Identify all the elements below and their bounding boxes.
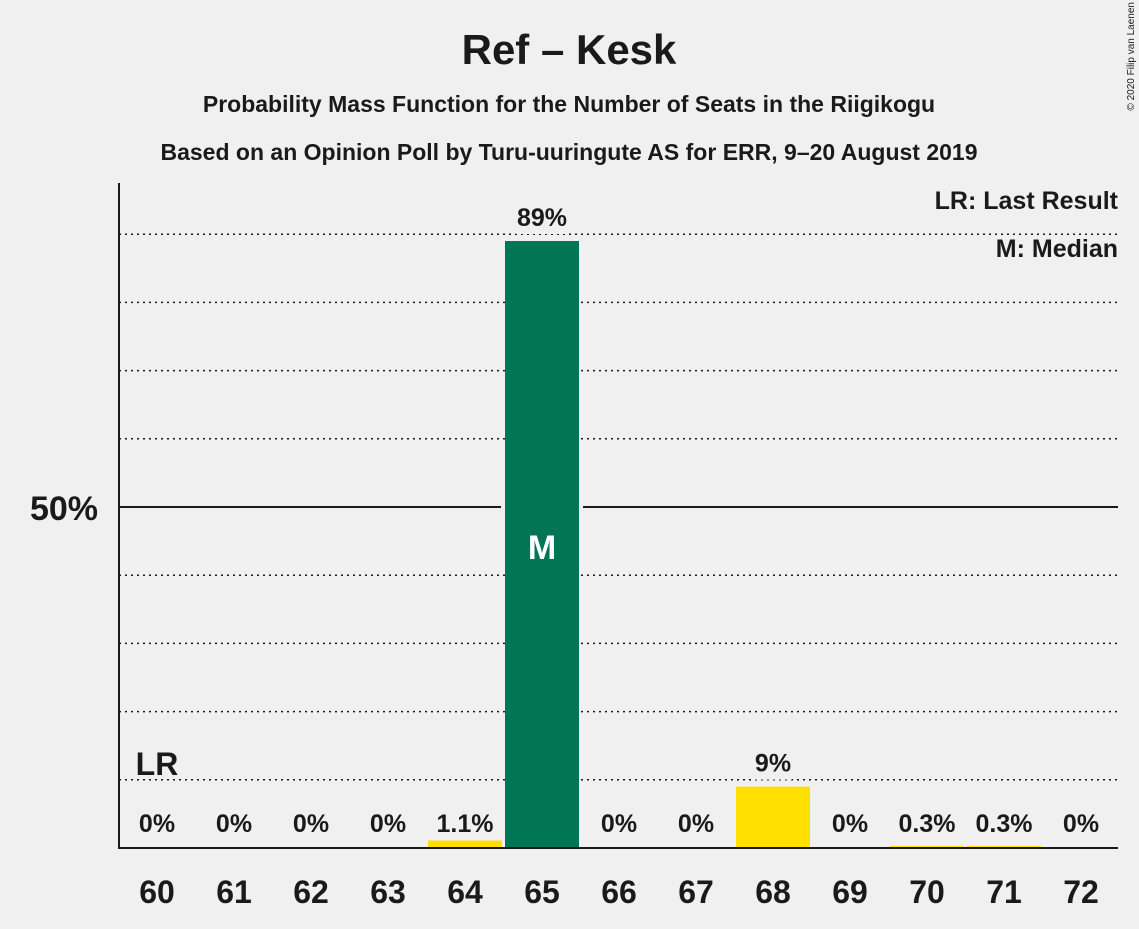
legend-median: M: Median (996, 235, 1118, 263)
legend-last-result: LR: Last Result (935, 187, 1119, 215)
median-gridline-gap (501, 504, 505, 510)
y-axis-tick-label: 50% (30, 490, 98, 528)
bar-seats-71 (967, 845, 1041, 848)
x-tick-label: 69 (832, 874, 868, 910)
bar-seats-65 (505, 241, 579, 848)
value-label: 0% (216, 810, 252, 838)
x-tick-label: 70 (909, 874, 945, 910)
last-result-marker: LR (136, 746, 179, 782)
value-label: 0.3% (899, 810, 956, 838)
x-tick-label: 68 (755, 874, 791, 910)
x-tick-label: 66 (601, 874, 637, 910)
value-label: 0% (832, 810, 868, 838)
x-tick-label: 67 (678, 874, 714, 910)
bar-seats-68 (736, 786, 810, 848)
bar-seats-70 (890, 845, 964, 848)
value-label: 0% (139, 810, 175, 838)
value-label: 0.3% (976, 810, 1033, 838)
value-label: 0% (601, 810, 637, 838)
value-label: 1.1% (437, 810, 494, 838)
median-gridline-gap (579, 504, 583, 510)
x-tick-label: 63 (370, 874, 406, 910)
bar-seats-64 (428, 840, 502, 848)
bars (428, 241, 1041, 848)
x-tick-label: 62 (293, 874, 329, 910)
x-tick-label: 61 (216, 874, 252, 910)
chart-source-subtitle: Based on an Opinion Poll by Turu-uuringu… (160, 139, 977, 165)
chart-title: Ref – Kesk (462, 26, 677, 73)
median-marker: M (528, 529, 556, 567)
x-tick-label: 65 (524, 874, 560, 910)
chart-subtitle: Probability Mass Function for the Number… (203, 91, 935, 117)
labels: 60 0% LR 61 0% 62 0% 63 0% 64 1.1% 65 89% M 66 0% 67 0% 68… (136, 200, 1099, 910)
value-label: 0% (1063, 810, 1099, 838)
value-label: 0% (678, 810, 714, 838)
x-tick-label: 64 (447, 874, 483, 910)
value-label: 0% (293, 810, 329, 838)
value-label: 0% (370, 810, 406, 838)
gridlines (119, 233, 1118, 781)
copyright-text: © 2020 Filip van Laenen (1126, 2, 1137, 111)
value-label-background (516, 200, 568, 235)
x-tick-label: 72 (1063, 874, 1099, 910)
value-label: 89% (517, 204, 567, 232)
x-tick-label: 60 (139, 874, 175, 910)
value-label-background (754, 745, 792, 780)
value-label: 9% (755, 750, 791, 778)
x-tick-label: 71 (986, 874, 1022, 910)
